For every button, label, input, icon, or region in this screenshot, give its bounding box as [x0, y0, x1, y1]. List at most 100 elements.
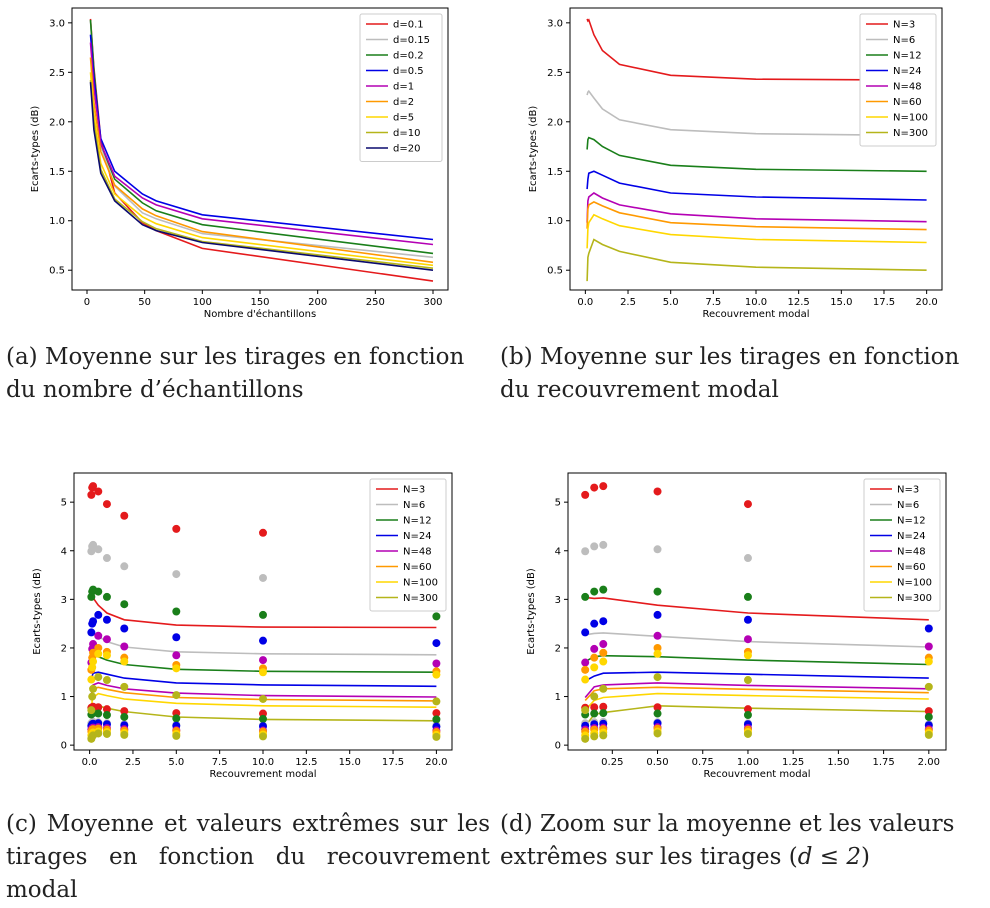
chart-a-legend-label: d=10 — [393, 128, 420, 139]
chart-c-max-point-n-3 — [172, 524, 181, 533]
chart-a-ytick-label: 3.0 — [49, 18, 65, 29]
chart-b-series-line-n-12 — [586, 136, 927, 173]
chart-a-legend-label: d=0.1 — [393, 20, 424, 31]
chart-c-max-point-n-100 — [172, 664, 181, 673]
chart-c-legend-label: N=100 — [403, 578, 438, 589]
chart-d-max-point-n-100 — [653, 649, 662, 658]
chart-a-xtick-label: 200 — [308, 297, 327, 308]
chart-c-max-point-n-3 — [259, 528, 267, 537]
chart-d-min-point-n-300 — [653, 729, 662, 738]
chart-a-xtick-label: 300 — [423, 297, 442, 308]
chart-d-max-point-n-3 — [653, 487, 662, 496]
chart-b-xtick-label: 2.5 — [620, 297, 636, 308]
chart-b-legend-box — [859, 13, 937, 147]
chart-c-max-point-n-300 — [94, 673, 103, 682]
chart-c-max-point-n-24 — [102, 615, 111, 624]
chart-d: 0.25 0.50 0.75 1.00 1.25 1.50 1.75 2.00 0 1 2 3 4 5 Re… — [526, 472, 947, 780]
chart-b-ytick-label: 3.0 — [547, 18, 563, 29]
chart-c-max-point-n-24 — [94, 610, 103, 619]
chart-c-max-point-n-60 — [94, 643, 103, 652]
chart-c-xlabel: Recouvrement modal — [209, 769, 316, 780]
chart-d-ylabel: Ecarts-types (dB) — [526, 568, 537, 655]
chart-d-legend-label: N=300 — [897, 593, 932, 604]
chart-d-min-point-n-300 — [590, 732, 599, 741]
chart-d-legend-label: N=100 — [897, 578, 932, 589]
chart-c-min-point-n-3 — [432, 709, 441, 718]
chart-c-max-point-n-3 — [102, 500, 111, 509]
chart-c-min-point-n-300 — [172, 731, 181, 740]
chart-panel-a: 0 50 100 150 200 250 300 0.5 1.0 1.5 2.0 2.5 3.0 Nomb… — [0, 0, 495, 330]
chart-c-ytick-label: 4 — [61, 546, 67, 557]
chart-b-ytick-label: 1.5 — [547, 167, 563, 178]
chart-c-max-point-n-24 — [89, 617, 98, 626]
chart-c-min-point-n-12 — [94, 709, 103, 718]
chart-c-legend-label: N=300 — [403, 593, 438, 604]
chart-c-min-point-n-12 — [120, 712, 129, 721]
chart-b-ylabel: Ecarts-types (dB) — [528, 106, 539, 193]
chart-d-min-point-n-3 — [590, 703, 599, 712]
chart-c-max-point-n-3 — [120, 511, 129, 520]
chart-d-min-point-n-3 — [599, 702, 608, 711]
chart-a-series-line-d-0-5 — [89, 34, 434, 241]
chart-d-legend-box — [863, 478, 941, 612]
chart-a-ytick-label: 0.5 — [49, 266, 65, 277]
chart-d-max-point-n-300 — [599, 684, 608, 693]
chart-d-legend-label: N=48 — [897, 547, 926, 558]
chart-c-max-point-n-48 — [172, 651, 181, 660]
chart-d-min-point-n-300 — [743, 729, 752, 738]
chart-b-series-line-n-300 — [586, 238, 927, 282]
chart-d-series-line-n-100 — [584, 692, 929, 711]
chart-d-max-point-n-6 — [653, 545, 662, 554]
chart-b-legend-label: N=48 — [893, 82, 922, 93]
chart-d-min-point-n-12 — [743, 711, 752, 720]
chart-d-max-point-n-100 — [590, 663, 599, 672]
chart-b-xtick-label: 7.5 — [705, 297, 721, 308]
chart-c-ytick-label: 0 — [61, 741, 67, 752]
chart-b-series-line-n-100 — [586, 213, 927, 249]
chart-d-min-point-n-3 — [653, 703, 662, 712]
chart-c-ytick-label: 2 — [61, 643, 67, 654]
chart-b-xtick-label: 5.0 — [663, 297, 679, 308]
chart-b-series-line-n-24 — [586, 170, 927, 201]
chart-d-max-point-n-300 — [581, 706, 590, 715]
chart-b-series-line-n-6 — [586, 89, 927, 137]
chart-d-min-point-n-12 — [653, 709, 662, 718]
chart-b-legend-label: N=3 — [893, 20, 915, 31]
chart-c-min-point-n-300 — [102, 729, 111, 738]
chart-d-max-point-n-300 — [590, 692, 599, 701]
chart-c-max-point-n-6 — [102, 554, 111, 563]
chart-panel-b: 0.0 2.5 5.0 7.5 10.0 12.5 15.0 17.5 20.0 0.5 1.0 1.… — [495, 0, 990, 330]
caption-d-text: (d) Zoom sur la moyenne et les valeurs e… — [500, 811, 955, 870]
chart-c-max-point-n-24 — [432, 639, 441, 648]
chart-d-max-point-n-6 — [581, 547, 590, 556]
chart-d-legend-label: N=6 — [897, 500, 919, 511]
chart-d-xtick-label: 1.75 — [872, 757, 894, 768]
chart-b-ytick-label: 1.0 — [547, 216, 563, 227]
chart-d-xtick-label: 0.75 — [692, 757, 714, 768]
chart-c-max-point-n-3 — [87, 490, 96, 499]
chart-c-max-point-n-12 — [259, 610, 267, 619]
chart-d-max-point-n-12 — [590, 587, 599, 596]
chart-c-xtick-label: 15.0 — [339, 757, 361, 768]
chart-c-ylabel: Ecarts-types (dB) — [32, 568, 43, 655]
chart-c-xtick-label: 2.5 — [125, 757, 141, 768]
chart-a-legend-label: d=0.15 — [393, 35, 430, 46]
chart-d-xtick-label: 0.25 — [601, 757, 623, 768]
chart-d-legend-label: N=60 — [897, 562, 926, 573]
chart-c-legend-box — [369, 478, 447, 612]
chart-d-min-point-n-12 — [599, 709, 608, 718]
chart-d-max-point-n-24 — [581, 628, 590, 637]
chart-a-legend-label: d=20 — [393, 144, 420, 155]
chart-c-max-point-n-3 — [94, 487, 103, 496]
chart-d-max-point-n-12 — [581, 592, 590, 601]
chart-c-xtick-label: 12.5 — [295, 757, 317, 768]
chart-c-legend-label: N=24 — [403, 531, 432, 542]
chart-c-min-point-n-300 — [120, 730, 129, 739]
chart-d-legend-label: N=3 — [897, 485, 919, 496]
chart-d-max-point-n-48 — [743, 635, 752, 644]
chart-c-ytick-label: 1 — [61, 692, 67, 703]
chart-c-max-point-n-300 — [120, 682, 129, 691]
chart-d-max-point-n-12 — [743, 592, 752, 601]
chart-c-max-point-n-300 — [259, 694, 267, 703]
chart-d-series-line-n-12 — [584, 654, 929, 666]
